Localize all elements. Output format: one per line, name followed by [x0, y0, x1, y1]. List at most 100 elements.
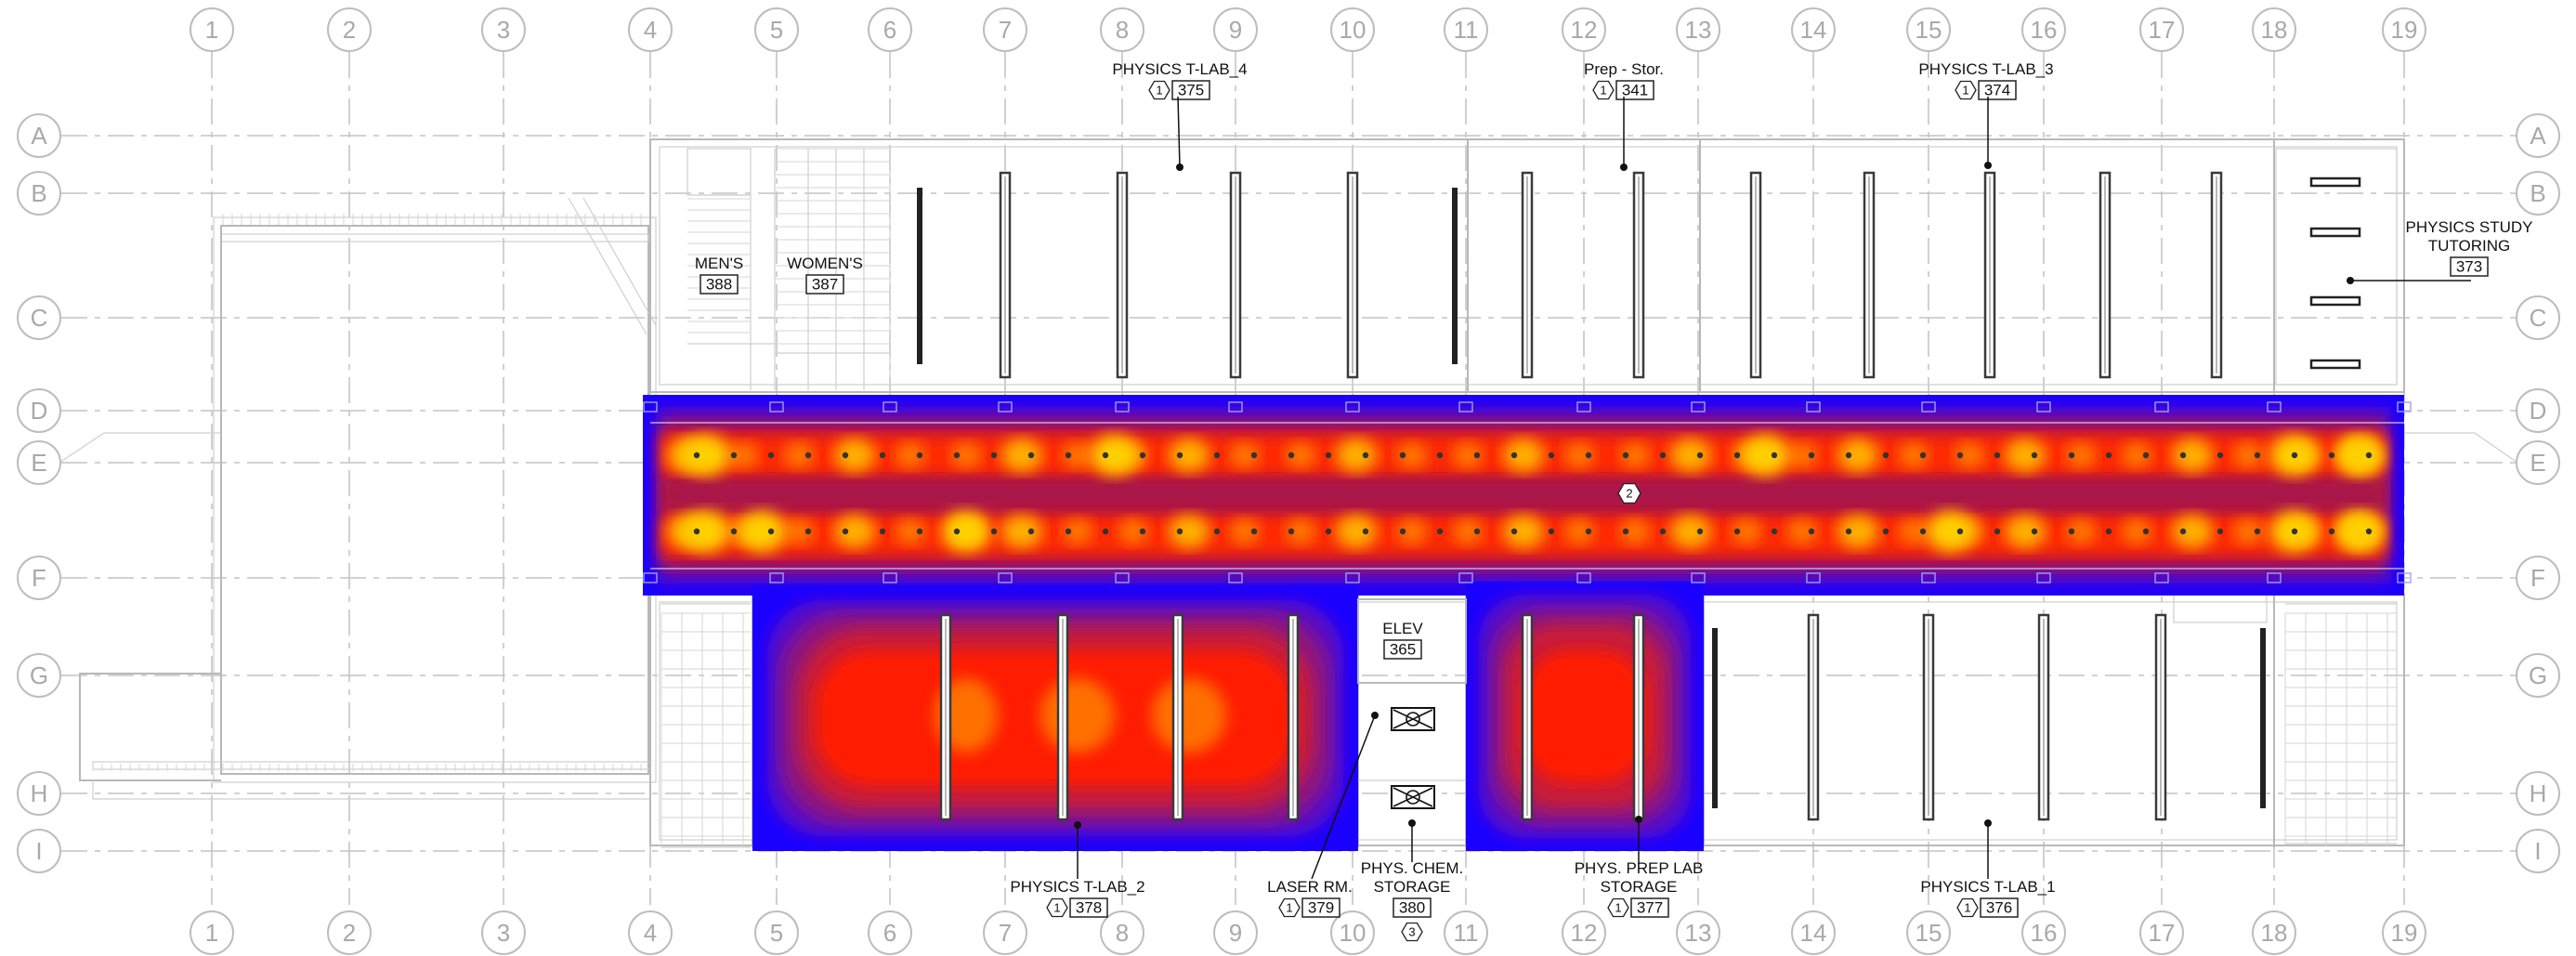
grid-bubble-col-9: 9 — [1213, 7, 1258, 52]
grid-bubble-row-B: B — [17, 171, 61, 216]
room-number: 377 — [1637, 899, 1663, 917]
prep-storage-heatmap — [1466, 582, 1704, 851]
grid-bubble-label: 9 — [1229, 16, 1242, 44]
room-name: PHYSICS T-LAB_1 — [1920, 878, 2055, 896]
room-tag-8: LASER RM. 379 1 — [1267, 712, 1379, 918]
grid-bubble-col-14: 14 — [1791, 910, 1836, 955]
grid-bubble-row-C: C — [2516, 295, 2560, 340]
room-tag-number: 1 — [1600, 84, 1606, 98]
grid-bubble-label: 9 — [1229, 919, 1242, 947]
grid-bubble-label: 3 — [497, 919, 510, 947]
room-name: PHYS. CHEM. — [1361, 859, 1464, 877]
room-number: 378 — [1076, 899, 1102, 917]
grid-bubble-label: D — [31, 397, 48, 425]
grid-bubble-label: 1 — [205, 16, 218, 44]
room-tag-number: 3 — [1408, 925, 1415, 939]
grid-bubble-label: A — [2530, 122, 2546, 150]
grid-bubble-row-G: G — [17, 653, 61, 698]
grid-bubble-label: F — [2530, 564, 2545, 592]
room-name: LASER RM. — [1267, 878, 1353, 896]
grid-bubble-label: I — [2534, 837, 2541, 865]
grid-bubble-row-A: A — [2516, 113, 2560, 158]
grid-bubble-col-13: 13 — [1676, 910, 1720, 955]
grid-bubble-col-13: 13 — [1676, 7, 1720, 52]
grid-bubble-col-3: 3 — [481, 7, 526, 52]
room-tag-1: Prep - Stor. 341 1 — [1584, 60, 1664, 171]
grid-bubble-row-E: E — [2516, 440, 2560, 485]
grid-bubble-label: B — [31, 179, 46, 207]
grid-bubble-row-F: F — [2516, 556, 2560, 600]
grid-bubble-col-10: 10 — [1330, 910, 1375, 955]
grid-bubble-col-15: 15 — [1906, 910, 1951, 955]
room-name: PHYSICS T-LAB_2 — [1010, 878, 1144, 896]
grid-bubble-col-17: 17 — [2139, 7, 2184, 52]
grid-bubble-label: 15 — [1916, 16, 1942, 44]
room-number: 379 — [1308, 899, 1334, 917]
grid-bubble-label: 5 — [770, 16, 783, 44]
grid-bubble-col-11: 11 — [1444, 910, 1488, 955]
grid-bubble-col-16: 16 — [2021, 7, 2066, 52]
grid-bubble-col-10: 10 — [1330, 7, 1375, 52]
grid-bubble-label: E — [2530, 449, 2545, 477]
grid-bubble-col-1: 1 — [190, 7, 234, 52]
grid-bubble-row-D: D — [2516, 388, 2560, 433]
grid-bubble-label: H — [31, 779, 48, 807]
room-tag-number: 1 — [1964, 901, 1970, 915]
room-tag-0: PHYSICS T-LAB_4 375 1 — [1112, 60, 1248, 171]
grid-bubble-col-5: 5 — [754, 7, 799, 52]
grid-bubble-label: I — [35, 837, 42, 865]
grid-bubbles: 1122334455667788991010111112121313141415… — [17, 7, 2560, 955]
grid-bubble-label: 10 — [1340, 16, 1366, 44]
grid-bubble-label: 15 — [1916, 919, 1942, 947]
grid-bubble-label: 12 — [1571, 919, 1598, 947]
grid-bubble-row-A: A — [17, 113, 61, 158]
grid-bubble-col-5: 5 — [754, 910, 799, 955]
grid-bubble-col-2: 2 — [327, 910, 372, 955]
grid-bubble-col-11: 11 — [1444, 7, 1488, 52]
grid-bubble-col-4: 4 — [628, 910, 673, 955]
grid-bubble-label: 12 — [1571, 16, 1598, 44]
grid-bubble-label: 13 — [1685, 16, 1712, 44]
grid-bubble-col-15: 15 — [1906, 7, 1951, 52]
room-name: WOMEN'S — [787, 255, 863, 272]
room-tag-11: PHYSICS T-LAB_1 376 1 — [1920, 819, 2056, 918]
grid-bubble-label: 2 — [343, 16, 356, 44]
grid-bubble-col-3: 3 — [481, 910, 526, 955]
room-name-line2: STORAGE — [1374, 878, 1451, 896]
grid-bubble-row-B: B — [2516, 171, 2560, 216]
grid-bubble-label: 11 — [1454, 16, 1479, 44]
grid-bubble-label: 14 — [1800, 919, 1827, 947]
grid-bubble-label: 6 — [883, 919, 896, 947]
room-number: 373 — [2456, 258, 2482, 276]
grid-bubble-col-19: 19 — [2382, 7, 2426, 52]
room-number: 341 — [1622, 82, 1648, 99]
room-name-line2: TUTORING — [2428, 237, 2510, 255]
grid-bubble-col-18: 18 — [2252, 7, 2296, 52]
room-number: 388 — [706, 276, 732, 294]
corridor-tag-number: 2 — [1626, 487, 1632, 501]
grid-bubble-col-7: 7 — [983, 7, 1027, 52]
grid-bubble-label: 10 — [1340, 919, 1366, 947]
room-number: 387 — [812, 276, 838, 294]
room-number: 374 — [1984, 82, 2010, 99]
grid-bubble-label: C — [2530, 304, 2547, 332]
grid-bubble-col-12: 12 — [1562, 7, 1606, 52]
grid-bubble-label: 16 — [2031, 16, 2058, 44]
study-table — [2309, 177, 2361, 188]
grid-bubble-col-2: 2 — [327, 7, 372, 52]
grid-bubble-row-I: I — [2516, 829, 2560, 873]
grid-bubble-row-I: I — [17, 829, 61, 873]
grid-bubble-label: A — [31, 122, 47, 150]
room-name: PHYSICS STUDY — [2406, 218, 2533, 236]
grid-bubble-label: 19 — [2391, 919, 2418, 947]
study-table — [2309, 295, 2361, 307]
grid-bubble-label: 11 — [1454, 919, 1479, 947]
grid-bubble-col-1: 1 — [190, 910, 234, 955]
room-number: 365 — [1390, 641, 1416, 659]
grid-bubble-label: H — [2530, 779, 2547, 807]
grid-bubble-col-9: 9 — [1213, 910, 1258, 955]
corridor-tag: 2 — [1617, 482, 1641, 504]
grid-bubble-label: 13 — [1685, 919, 1712, 947]
